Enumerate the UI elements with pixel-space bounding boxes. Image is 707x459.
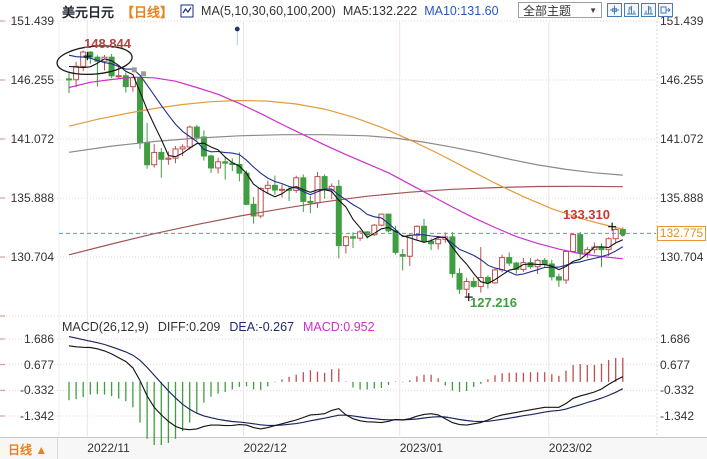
month-axis-label: 2023/01	[399, 441, 444, 455]
price-axis-label: 146.255	[660, 73, 704, 87]
timeline-bar	[0, 437, 707, 459]
price-marker-label: 133.310	[563, 207, 610, 222]
macd-axis-label: 0.677	[660, 357, 691, 372]
timeframe-indicator[interactable]: 日线 ▲	[8, 441, 47, 458]
symbol-name[interactable]: 美元日元	[62, 4, 115, 20]
diff-value: DIFF:0.209	[157, 320, 221, 334]
compress-range-icon[interactable]	[624, 3, 639, 17]
price-axis-label: 141.072	[10, 131, 54, 146]
month-axis-label: 2023/02	[548, 441, 593, 455]
chart-header: 美元日元 【日线】 MA(5,10,30,60,100,200) MA5:132…	[62, 0, 499, 22]
pan-right-icon[interactable]	[658, 3, 673, 17]
ma10-value: MA10:131.60	[424, 4, 499, 18]
macd-settings-label[interactable]: MACD(26,12,9)	[62, 320, 149, 334]
macd-value: MACD:0.952	[303, 320, 375, 334]
macd-axis-label: 1.686	[23, 332, 54, 346]
macd-axis-label: -1.342	[660, 409, 695, 423]
ma-settings-label[interactable]: MA(5,10,30,60,100,200)	[201, 4, 336, 18]
macd-axis-label: -1.342	[19, 409, 54, 423]
theme-dropdown[interactable]: 全部主题 ▼	[518, 2, 602, 18]
ma-indicator-icon	[180, 4, 194, 18]
price-axis-label: 141.072	[660, 131, 704, 146]
period-tag: 【日线】	[121, 4, 174, 20]
crosshair-icon[interactable]	[607, 3, 622, 17]
month-axis-label: 2022/12	[243, 441, 287, 455]
chart-toolbar	[607, 3, 673, 17]
dea-value: DEA:-0.267	[229, 320, 294, 334]
price-marker-label: 127.216	[470, 295, 517, 310]
macd-axis-label: -0.332	[660, 383, 695, 398]
price-axis-label: 135.888	[10, 190, 54, 205]
price-marker-label: 148.844	[84, 36, 132, 51]
price-axis-label: 146.255	[10, 73, 54, 87]
macd-axis-label: 1.686	[660, 332, 691, 346]
macd-header: MACD(26,12,9) DIFF:0.209 DEA:-0.267 MACD…	[62, 320, 375, 334]
timeline-separator	[57, 438, 58, 459]
ma5-value: MA5:132.222	[342, 4, 418, 18]
current-price-tag: 132.775	[657, 226, 706, 241]
month-axis-label: 2022/11	[87, 441, 130, 455]
up-arrow-icon: ▲	[35, 443, 48, 457]
price-axis-label: 130.704	[10, 250, 54, 264]
price-axis-label: 151.439	[10, 14, 54, 28]
timeframe-label: 日线	[8, 443, 33, 457]
theme-dropdown-label: 全部主题	[523, 3, 572, 18]
macd-axis-label: 0.677	[23, 357, 54, 372]
macd-axis-label: -0.332	[19, 383, 54, 398]
price-axis-label: 130.704	[660, 250, 704, 264]
chevron-down-icon: ▼	[589, 5, 597, 15]
price-axis-label: 151.439	[660, 14, 704, 28]
price-axis-label: 135.888	[660, 190, 704, 205]
expand-range-icon[interactable]	[641, 3, 656, 17]
